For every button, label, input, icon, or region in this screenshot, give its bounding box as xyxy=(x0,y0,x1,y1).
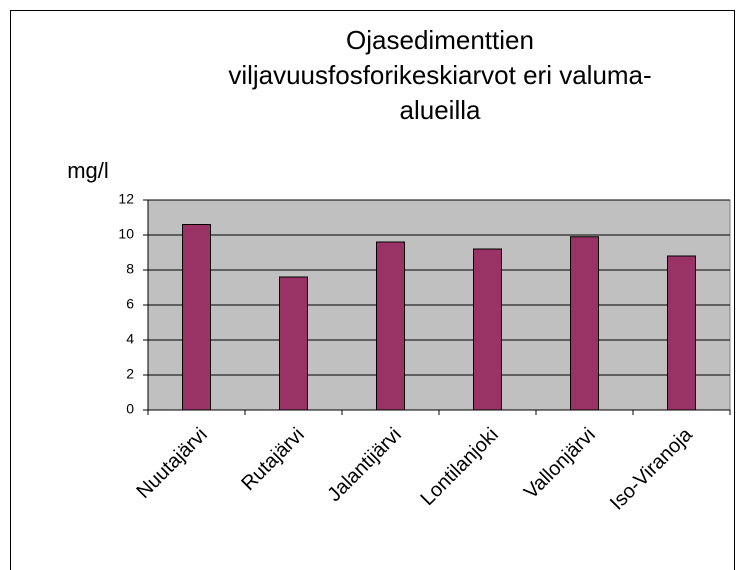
bar xyxy=(570,236,599,411)
bar xyxy=(473,248,502,411)
y-tick-label: 8 xyxy=(126,261,134,277)
y-tick-label: 10 xyxy=(118,226,134,242)
bar xyxy=(667,255,696,411)
chart-title: viljavuusfosforikeskiarvot eri valuma- xyxy=(228,60,651,90)
y-axis-label: mg/l xyxy=(67,158,109,183)
y-tick-label: 12 xyxy=(118,191,134,207)
chart-title: alueilla xyxy=(400,95,481,125)
chart-title: Ojasedimenttien xyxy=(346,25,534,55)
y-tick-label: 6 xyxy=(126,296,134,312)
bar xyxy=(376,241,405,411)
bar xyxy=(279,276,308,411)
y-tick-label: 4 xyxy=(126,331,134,347)
y-tick-label: 0 xyxy=(126,401,134,417)
bar xyxy=(182,224,211,411)
y-tick-label: 2 xyxy=(126,366,134,382)
